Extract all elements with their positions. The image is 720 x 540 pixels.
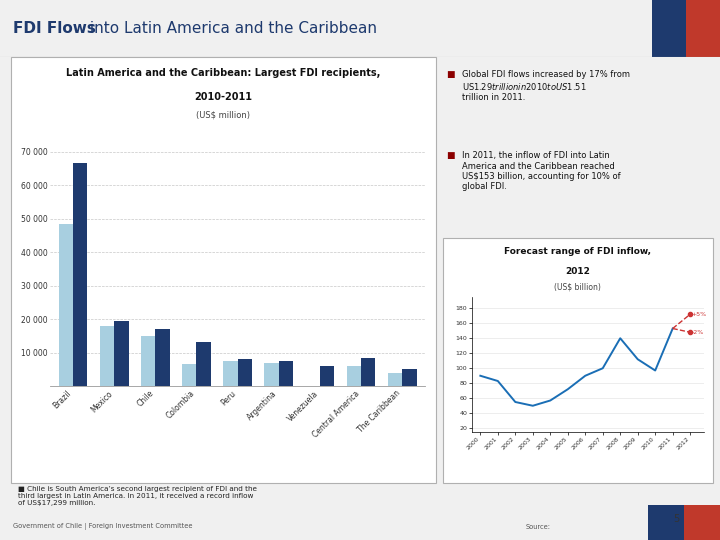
Text: 2010-2011: 2010-2011 xyxy=(194,92,252,102)
Bar xyxy=(223,361,238,386)
Bar xyxy=(141,336,156,386)
Bar xyxy=(652,0,685,57)
Bar xyxy=(685,0,720,57)
Text: Latin America and the Caribbean: Largest FDI recipients,: Latin America and the Caribbean: Largest… xyxy=(66,68,380,78)
Bar xyxy=(182,364,197,386)
Text: Government of Chile | Foreign Investment Committee: Government of Chile | Foreign Investment… xyxy=(13,523,192,530)
Bar xyxy=(238,359,252,386)
Text: 2012: 2012 xyxy=(565,267,590,276)
Bar xyxy=(388,373,402,386)
Bar xyxy=(684,505,720,540)
Text: -2%: -2% xyxy=(692,330,704,335)
Bar xyxy=(114,321,129,386)
Bar xyxy=(100,326,114,386)
Text: Global FDI flows increased by 17% from
US$1.29 trillion in 2010 to US$1.51
trill: Global FDI flows increased by 17% from U… xyxy=(462,70,630,103)
Text: Source:: Source: xyxy=(526,524,551,530)
Text: +5%: +5% xyxy=(692,312,707,317)
Text: (US$ billion): (US$ billion) xyxy=(554,282,601,292)
Bar xyxy=(402,369,417,386)
Text: FDI Flows: FDI Flows xyxy=(13,21,96,36)
Text: In 2011, the inflow of FDI into Latin
America and the Caribbean reached
US$153 b: In 2011, the inflow of FDI into Latin Am… xyxy=(462,151,621,191)
Text: ■ Chile is South America’s second largest recipient of FDI and the
third largest: ■ Chile is South America’s second larges… xyxy=(18,486,257,506)
Bar xyxy=(156,329,170,386)
Bar xyxy=(279,361,293,386)
Bar xyxy=(320,366,334,386)
Text: (US$ million): (US$ million) xyxy=(196,111,251,120)
Text: ■: ■ xyxy=(446,151,455,160)
Bar xyxy=(264,363,279,386)
Text: 5: 5 xyxy=(674,514,680,524)
Bar xyxy=(58,224,73,386)
Text: into Latin America and the Caribbean: into Latin America and the Caribbean xyxy=(85,21,377,36)
Bar xyxy=(197,342,211,386)
Bar xyxy=(73,163,87,386)
Bar xyxy=(346,366,361,386)
Bar xyxy=(648,505,684,540)
Bar xyxy=(361,357,375,386)
Text: Forecast range of FDI inflow,: Forecast range of FDI inflow, xyxy=(504,247,652,256)
Text: ■: ■ xyxy=(446,70,455,79)
